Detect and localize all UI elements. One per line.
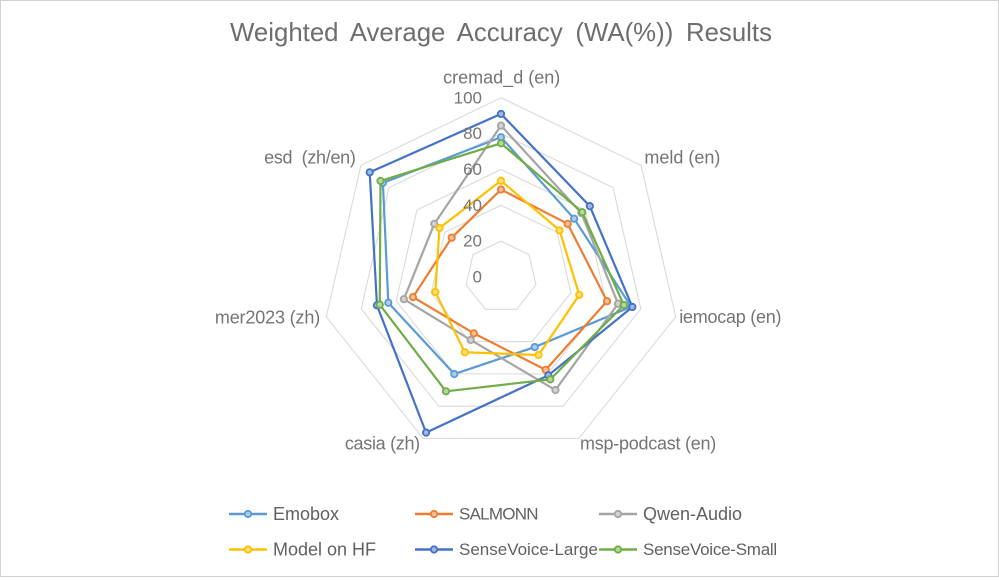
svg-text:40: 40 [463,196,482,215]
svg-text:Emobox: Emobox [273,504,339,524]
svg-text:casia (zh): casia (zh) [345,433,420,453]
svg-text:meld (en): meld (en) [644,148,720,168]
svg-text:20: 20 [463,232,482,251]
svg-text:Weighted Average Accuracy (WA(: Weighted Average Accuracy (WA(%)) Result… [230,19,772,47]
svg-text:60: 60 [463,160,482,179]
svg-text:100: 100 [454,88,482,107]
svg-text:SenseVoice-Large: SenseVoice-Large [459,540,598,559]
svg-text:msp-podcast (en): msp-podcast (en) [580,433,716,453]
svg-text:SALMONN: SALMONN [459,505,538,524]
svg-text:80: 80 [463,124,482,143]
svg-text:0: 0 [473,268,482,287]
svg-text:Model on HF: Model on HF [273,540,376,560]
svg-text:cremad_d (en): cremad_d (en) [443,68,560,89]
svg-text:mer2023 (zh): mer2023 (zh) [215,308,320,328]
svg-text:iemocap (en): iemocap (en) [679,307,781,327]
svg-text:SenseVoice-Small: SenseVoice-Small [643,540,777,559]
svg-text:esd (zh/en): esd (zh/en) [264,148,355,168]
svg-text:Qwen-Audio: Qwen-Audio [643,504,742,524]
